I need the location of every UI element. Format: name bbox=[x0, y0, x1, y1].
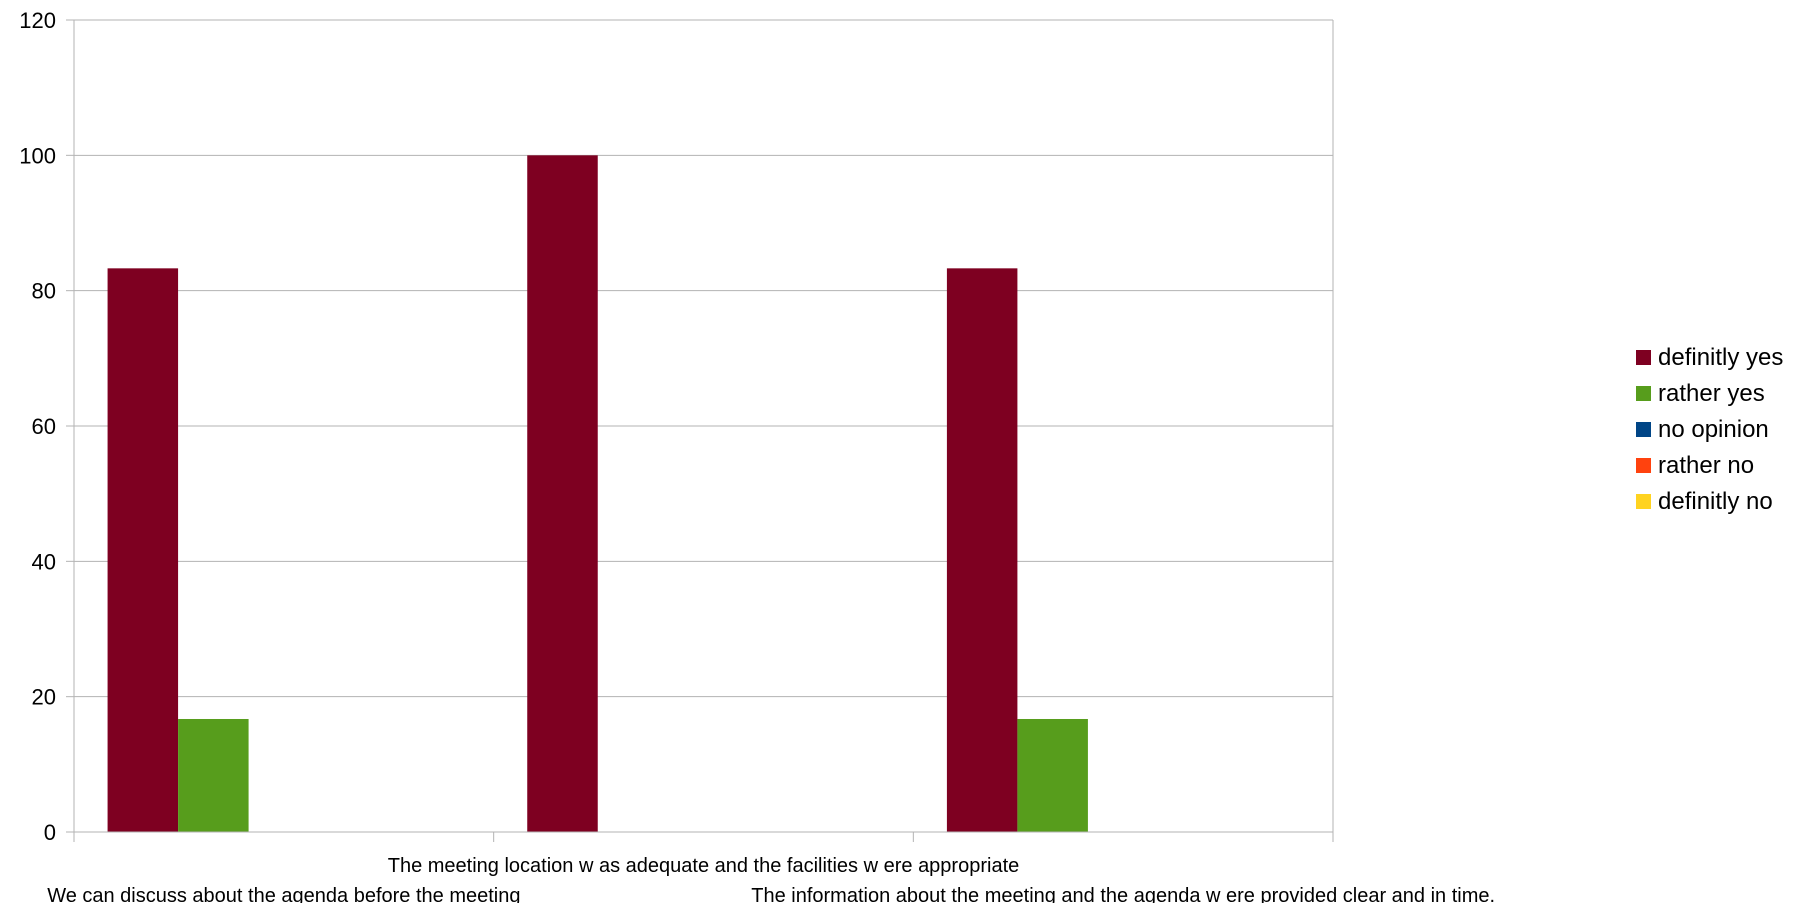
bar bbox=[178, 718, 249, 832]
x-category-label: The information about the meeting and th… bbox=[751, 885, 1495, 903]
legend-label: rather no bbox=[1658, 452, 1754, 479]
y-tick-label: 20 bbox=[32, 685, 56, 710]
legend-swatch bbox=[1636, 458, 1651, 473]
y-tick-label: 100 bbox=[19, 143, 56, 168]
y-tick-label: 120 bbox=[19, 8, 56, 33]
bar bbox=[946, 268, 1018, 832]
bars bbox=[107, 155, 1088, 833]
legend-swatch bbox=[1636, 386, 1651, 401]
legend-label: definitly yes bbox=[1658, 344, 1783, 371]
y-tick-label: 60 bbox=[32, 414, 56, 439]
y-tick-label: 0 bbox=[44, 820, 56, 845]
x-category-label: The meeting location w as adequate and t… bbox=[388, 855, 1020, 877]
axes bbox=[66, 19, 1334, 842]
legend-swatch bbox=[1636, 422, 1651, 437]
legend-label: definitly no bbox=[1658, 488, 1773, 515]
bar bbox=[527, 155, 598, 833]
legend: definitly yes rather yes no opinion rather … bbox=[1636, 344, 1783, 515]
legend-swatch bbox=[1636, 350, 1651, 365]
bar bbox=[107, 268, 179, 832]
legend-label: rather yes bbox=[1658, 380, 1765, 407]
legend-swatch bbox=[1636, 494, 1651, 509]
legend-label: no opinion bbox=[1658, 416, 1769, 443]
gridlines bbox=[74, 19, 1333, 833]
y-tick-label: 80 bbox=[32, 279, 56, 304]
bar bbox=[1017, 718, 1088, 832]
y-tick-label: 40 bbox=[32, 549, 56, 574]
axis-labels: 0 20 40 60 80 100 120 We can discuss about the … bbox=[19, 8, 1495, 907]
x-category-label: We can discuss about the agenda before t… bbox=[47, 885, 520, 903]
